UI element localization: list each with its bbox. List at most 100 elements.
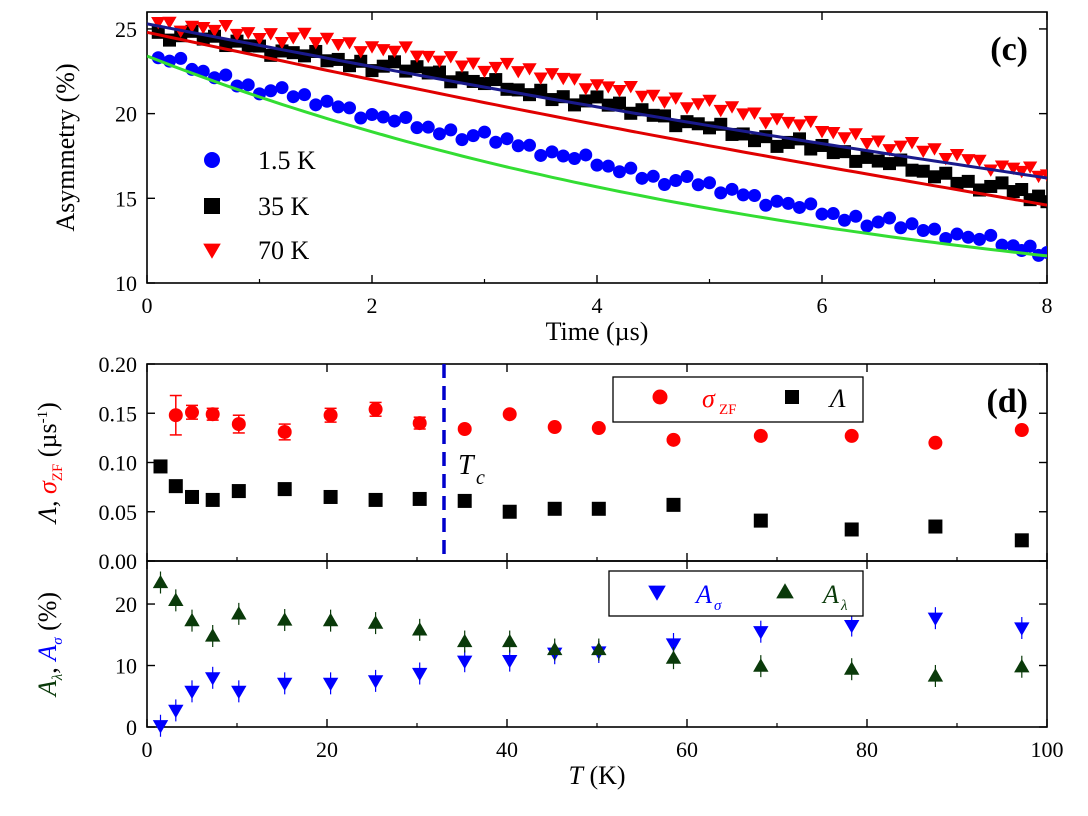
data-point: [168, 479, 183, 494]
legend-marker-sigma: [652, 389, 668, 405]
data-point: [666, 497, 681, 512]
data-point: [691, 98, 706, 111]
data-point: [184, 685, 200, 700]
data-point: [489, 73, 503, 87]
data-point: [534, 83, 548, 97]
data-point: [949, 148, 965, 162]
data-point: [152, 720, 169, 734]
tc-label: T: [458, 450, 476, 481]
data-point: [545, 145, 559, 159]
x-tick-label-c: 6: [817, 293, 828, 318]
y-tick-label-d: 0.20: [99, 352, 138, 377]
data-point: [323, 489, 338, 504]
data-point: [860, 150, 874, 164]
data-point: [634, 90, 650, 104]
panel-label-d: (d): [986, 383, 1028, 420]
data-point: [457, 493, 472, 508]
data-point: [502, 655, 518, 669]
x-tick-label-e: 20: [316, 737, 338, 762]
data-point: [928, 170, 941, 184]
data-point: [368, 402, 383, 417]
data-point: [205, 492, 220, 507]
data-point: [646, 169, 660, 183]
data-point: [792, 119, 807, 132]
data-point: [218, 20, 233, 33]
data-point: [174, 51, 188, 65]
data-point: [995, 176, 1009, 190]
data-point: [277, 482, 292, 497]
data-point: [433, 65, 446, 79]
data-point: [928, 222, 941, 236]
data-point: [421, 120, 435, 134]
data-point: [488, 61, 503, 75]
data-point: [668, 92, 683, 105]
data-point: [412, 667, 428, 682]
data-point: [286, 90, 300, 104]
data-point: [489, 135, 503, 149]
data-point: [412, 491, 427, 506]
data-point: [781, 196, 795, 210]
fit-35K: [147, 30, 1047, 207]
data-point: [613, 165, 626, 179]
data-point: [457, 633, 473, 648]
data-point: [388, 55, 401, 69]
data-point: [849, 154, 863, 168]
data-point: [714, 186, 728, 200]
data-point: [457, 422, 472, 437]
data-point: [826, 146, 840, 160]
plot-area-c: [147, 16, 1047, 262]
data-point: [277, 677, 293, 692]
data-point: [994, 160, 1010, 173]
series-lambda: [153, 459, 1029, 548]
data-point: [263, 28, 278, 41]
data-point: [927, 612, 944, 626]
data-point: [666, 432, 681, 447]
data-point: [322, 677, 339, 692]
data-point: [758, 117, 773, 130]
data-point: [523, 138, 536, 152]
panel-label-c: (c): [990, 31, 1028, 68]
data-point: [613, 96, 626, 110]
data-point: [961, 230, 975, 244]
data-point: [231, 685, 247, 700]
data-point: [466, 129, 480, 143]
data-point: [331, 38, 346, 52]
data-point: [759, 198, 773, 212]
data-point: [500, 132, 514, 146]
data-point: [939, 166, 953, 180]
legend-marker-0: [204, 152, 220, 168]
data-point: [502, 504, 517, 519]
series-sigma-zf: [168, 394, 1029, 450]
data-point: [860, 219, 874, 233]
data-point: [736, 188, 750, 202]
data-point: [455, 133, 469, 147]
data-point: [972, 154, 987, 168]
data-point: [814, 126, 830, 139]
data-point: [568, 152, 581, 166]
data-point: [927, 668, 944, 682]
series-1.5-K: [151, 51, 1047, 262]
data-point: [844, 522, 859, 537]
legend-label-sigma: σ: [702, 384, 716, 413]
data-point: [522, 63, 537, 76]
data-point: [961, 174, 975, 188]
data-point: [185, 489, 199, 504]
data-point: [916, 145, 931, 159]
y-axis-label-d: Λ, σZF (µs-1): [33, 402, 66, 526]
data-point: [893, 140, 908, 153]
data-point: [916, 164, 930, 178]
data-point: [364, 41, 380, 54]
legend-label-sigma-sub: ZF: [719, 402, 737, 418]
x-tick-label-e: 40: [496, 737, 518, 762]
data-point: [241, 78, 255, 92]
data-point: [950, 176, 964, 190]
data-point: [387, 45, 402, 59]
data-point: [376, 110, 390, 124]
data-point: [1014, 422, 1029, 437]
data-point: [207, 24, 222, 38]
data-point: [804, 197, 818, 211]
data-point: [354, 111, 368, 125]
data-point: [421, 50, 436, 64]
data-point: [579, 148, 593, 162]
data-point: [343, 101, 356, 115]
